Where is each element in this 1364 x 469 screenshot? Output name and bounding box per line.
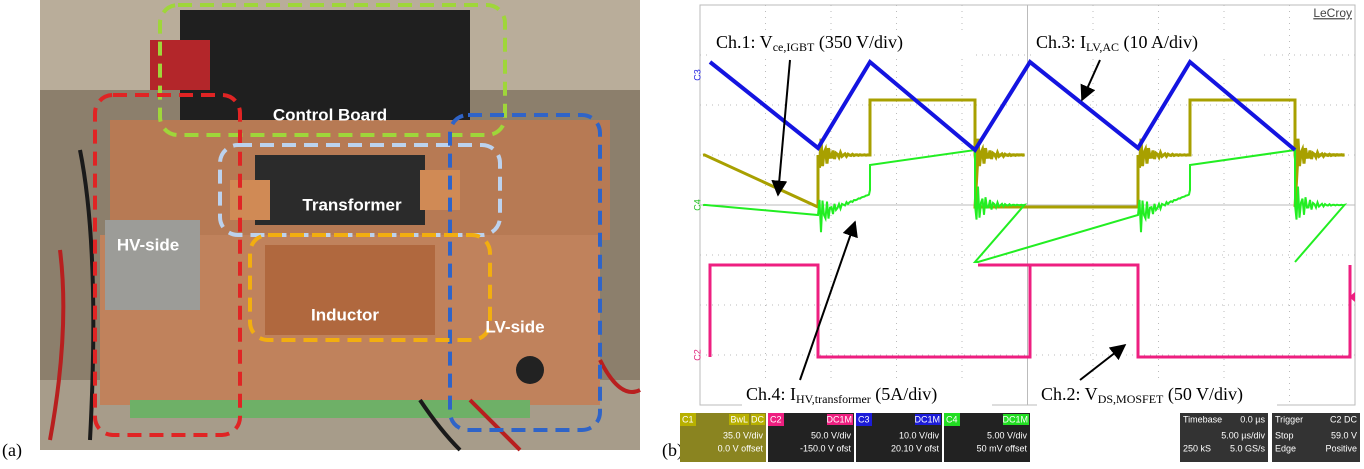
status-text: Edge	[1275, 443, 1296, 453]
status-text: 250 kS	[1183, 443, 1211, 453]
status-text: Positive	[1325, 443, 1357, 453]
channel-tag: C2	[692, 349, 702, 361]
panel-label: (a)	[2, 440, 22, 461]
status-text: Timebase	[1183, 414, 1222, 424]
status-text: 5.0 GS/s	[1230, 443, 1266, 453]
status-text: Trigger	[1275, 414, 1303, 424]
status-text: DC1M	[1002, 414, 1028, 424]
status-text: 10.0 V/div	[899, 430, 940, 440]
status-text: C1	[682, 414, 694, 424]
photo-label: Transformer	[302, 195, 402, 214]
status-text: C3	[858, 414, 870, 424]
status-text: 59.0 V	[1331, 430, 1357, 440]
photo-label: LV-side	[485, 317, 544, 336]
status-text: 35.0 V/div	[723, 430, 764, 440]
status-text: 0.0 V offset	[718, 443, 764, 453]
panel-label: (b)	[662, 440, 683, 461]
status-text: DC	[751, 414, 764, 424]
photo-label: HV-side	[117, 235, 179, 254]
photo-label: Control Board	[273, 105, 387, 124]
status-text: DC1M	[914, 414, 940, 424]
status-text: 50.0 V/div	[811, 430, 852, 440]
status-text: Stop	[1275, 430, 1294, 440]
photo	[40, 0, 640, 450]
status-text: 5.00 µs/div	[1221, 430, 1265, 440]
photo-label: Inductor	[311, 305, 379, 324]
brand: LeCroy	[1313, 6, 1352, 20]
status-text: C2 DC	[1330, 414, 1358, 424]
channel-tag: C4	[692, 199, 702, 211]
scope-screen	[700, 5, 1355, 405]
status-text: DC1M	[826, 414, 852, 424]
status-text: 50 mV offset	[977, 443, 1028, 453]
status-text: 0.0 µs	[1240, 414, 1265, 424]
status-text: BwL	[730, 414, 748, 424]
status-text: 20.10 V ofst	[891, 443, 940, 453]
figure: Control Board Transformer HV-side Induct…	[0, 0, 1364, 464]
status-text: C2	[770, 414, 782, 424]
status-text: C4	[946, 414, 958, 424]
status-text: -150.0 V ofst	[800, 443, 852, 453]
status-text: 5.00 V/div	[987, 430, 1028, 440]
channel-tag: C3	[692, 69, 702, 81]
